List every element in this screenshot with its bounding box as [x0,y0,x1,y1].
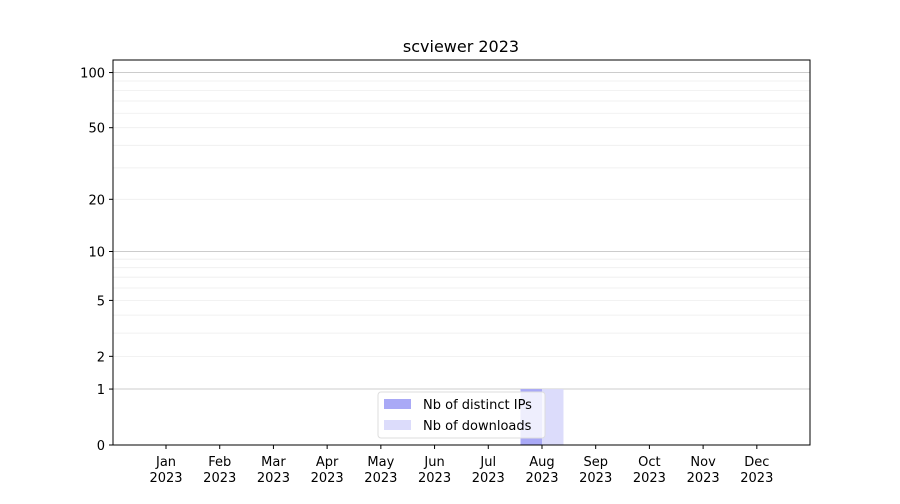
legend-swatch [384,420,411,430]
y-tick-label: 10 [88,245,105,260]
x-tick-label: Jan 2023 [149,455,182,486]
x-tick-label: Feb 2023 [203,455,236,486]
y-tick-label: 2 [97,350,105,365]
y-tick-label: 0 [97,439,105,454]
y-tick-label: 100 [80,67,105,82]
legend-label: Nb of downloads [423,419,532,434]
x-tick-label: Sep 2023 [579,455,612,486]
y-tick-label: 50 [88,122,105,137]
legend-label: Nb of distinct IPs [423,398,532,413]
x-tick-label: Apr 2023 [311,455,344,486]
x-tick-label: May 2023 [364,455,397,486]
x-tick-label: Aug 2023 [525,455,558,486]
x-tick-label: Jul 2023 [472,455,505,486]
x-tick-label: Nov 2023 [687,455,720,486]
x-tick-label: Oct 2023 [633,455,666,486]
legend-swatch [384,399,411,409]
x-tick-label: Jun 2023 [418,455,451,486]
y-tick-label: 5 [97,294,105,309]
x-tick-label: Mar 2023 [257,455,290,486]
y-tick-label: 1 [97,383,105,398]
legend: Nb of distinct IPs Nb of downloads [377,391,546,439]
plot-frame [112,59,811,446]
chart-title: scviewer 2023 [403,37,519,56]
y-tick-label: 20 [88,193,105,208]
x-tick-label: Dec 2023 [740,455,773,486]
bar-downloads [541,389,564,445]
legend-box [377,391,546,439]
